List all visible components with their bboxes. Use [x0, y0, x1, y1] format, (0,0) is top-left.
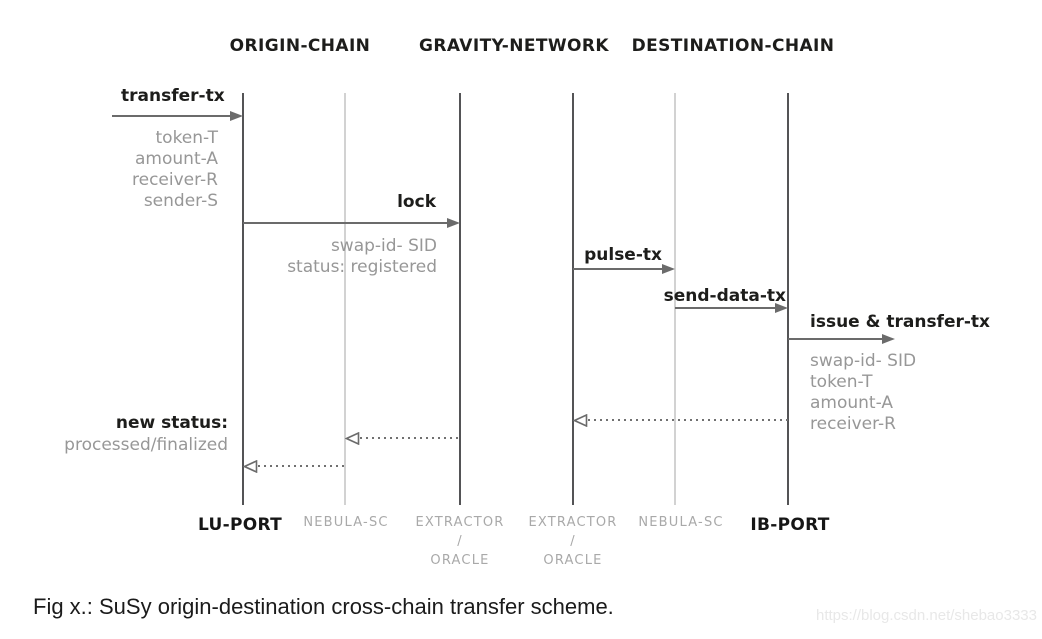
message-label-new-status: new status: processed/finalized	[64, 412, 228, 456]
param-line: receiver-R	[132, 170, 218, 190]
lifeline-lu-port	[242, 93, 244, 505]
status-return-arrow-ib-to-extractor	[573, 413, 788, 427]
param-line: receiver-R	[810, 414, 896, 434]
open-arrowhead-icon	[345, 431, 360, 445]
filled-arrowhead-icon	[775, 303, 788, 313]
chain-header-origin: ORIGIN-CHAIN	[229, 36, 371, 56]
lock-params: swap-id- SID status: registered	[287, 236, 437, 278]
lifeline-nebula-sc-dest	[674, 93, 676, 505]
message-label-lock: lock	[397, 192, 436, 212]
pulse-tx-arrow	[573, 262, 675, 276]
status-return-arrow-nebula-to-lu-port	[243, 459, 345, 473]
open-arrowhead-icon	[573, 413, 588, 427]
arrow-shaft	[112, 115, 230, 117]
label-line: /	[457, 534, 463, 549]
arrow-shaft	[588, 419, 788, 421]
lifeline-label-lu-port: LU-PORT	[197, 515, 283, 535]
param-line: token-T	[810, 372, 873, 392]
arrow-shaft	[675, 307, 775, 309]
lifeline-label-extractor-oracle-origin: EXTRACTOR / ORACLE	[415, 513, 504, 570]
lifeline-nebula-sc-origin	[344, 93, 346, 505]
label-line: ORACLE	[543, 553, 603, 568]
issue-transfer-tx-params: swap-id- SID token-T amount-A receiver-R	[810, 351, 916, 435]
label-line: EXTRACTOR	[415, 515, 505, 530]
label-line: ORACLE	[430, 553, 490, 568]
message-label-issue-transfer-tx: issue & transfer-tx	[810, 312, 991, 332]
label-line: /	[570, 534, 576, 549]
open-arrowhead-icon	[243, 459, 258, 473]
chain-header-destination: DESTINATION-CHAIN	[631, 36, 835, 56]
send-data-tx-arrow	[675, 301, 788, 315]
param-line: swap-id- SID	[330, 236, 437, 256]
param-line: token-T	[155, 128, 219, 148]
figure-caption: Fig x.: SuSy origin-destination cross-ch…	[33, 594, 614, 619]
lifeline-extractor-oracle-origin	[459, 93, 461, 505]
status-return-arrow-extractor-to-nebula	[345, 431, 460, 445]
transfer-tx-params: token-T amount-A receiver-R sender-S	[132, 128, 218, 212]
filled-arrowhead-icon	[662, 264, 675, 274]
arrow-shaft	[788, 338, 882, 340]
param-line: status: registered	[287, 257, 437, 277]
param-line: amount-A	[135, 149, 218, 169]
param-line: swap-id- SID	[810, 351, 917, 371]
transfer-tx-arrow	[112, 109, 243, 123]
param-line: amount-A	[810, 393, 893, 413]
lifeline-ib-port	[787, 93, 789, 505]
param-line: sender-S	[143, 191, 218, 211]
lifeline-extractor-oracle-dest	[572, 93, 574, 505]
new-status-value: processed/finalized	[64, 435, 228, 455]
message-label-pulse-tx: pulse-tx	[584, 245, 662, 265]
message-label-send-data-tx: send-data-tx	[663, 286, 786, 306]
arrow-shaft	[573, 268, 662, 270]
lifeline-label-extractor-oracle-dest: EXTRACTOR / ORACLE	[528, 513, 617, 570]
issue-transfer-tx-arrow	[788, 332, 895, 346]
chain-header-gravity: GRAVITY-NETWORK	[419, 36, 609, 56]
lifeline-label-nebula-sc-origin: NEBULA-SC	[303, 515, 389, 530]
message-label-transfer-tx: transfer-tx	[121, 86, 225, 106]
filled-arrowhead-icon	[882, 334, 895, 344]
label-line: EXTRACTOR	[528, 515, 618, 530]
watermark-url: https://blog.csdn.net/shebao3333	[815, 607, 1037, 624]
lock-arrow	[243, 216, 460, 230]
lifeline-label-nebula-sc-dest: NEBULA-SC	[638, 515, 724, 530]
lifeline-label-ib-port: IB-PORT	[750, 515, 830, 535]
filled-arrowhead-icon	[230, 111, 243, 121]
new-status-title: new status:	[115, 413, 228, 433]
arrow-shaft	[258, 465, 345, 467]
arrow-shaft	[360, 437, 460, 439]
filled-arrowhead-icon	[447, 218, 460, 228]
arrow-shaft	[243, 222, 447, 224]
